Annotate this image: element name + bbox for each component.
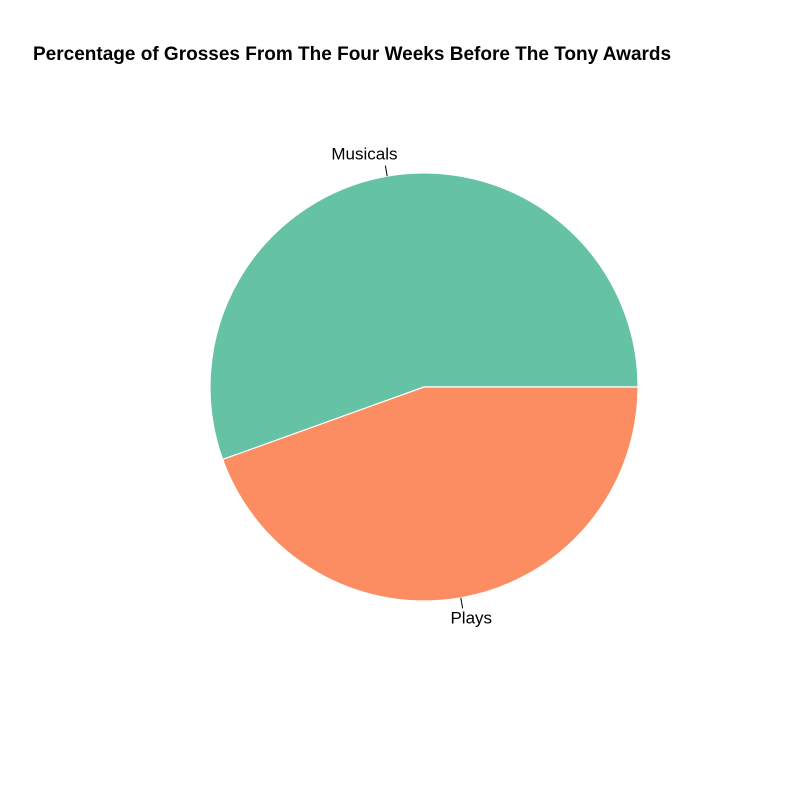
- leader-line-plays: [460, 597, 464, 609]
- pie-labels: Musicals Plays: [331, 145, 492, 628]
- chart-title: Percentage of Grosses From The Four Week…: [33, 44, 671, 65]
- leader-line-musicals: [384, 165, 388, 177]
- slice-label-musicals: Musicals: [331, 145, 397, 164]
- pie-slice-plays: [221, 386, 639, 602]
- pie-slices: [209, 172, 639, 602]
- slice-label-plays: Plays: [450, 608, 492, 627]
